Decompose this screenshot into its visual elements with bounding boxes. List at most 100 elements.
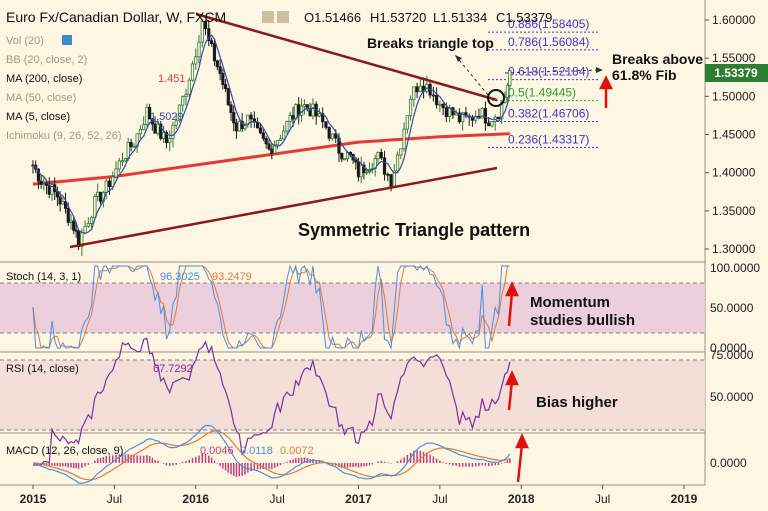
macd-label[interactable]: MACD (12, 26, close, 9) bbox=[6, 445, 123, 457]
eye-icon[interactable] bbox=[262, 11, 274, 23]
candle-body bbox=[61, 201, 65, 205]
candle-body bbox=[187, 79, 191, 95]
fib-level-label: 0.886(1.58405) bbox=[508, 17, 589, 31]
candle-body bbox=[156, 123, 160, 134]
price-axis: 1.60000 1.55000 1.50000 1.45000 1.40000 1.350… bbox=[705, 13, 756, 256]
candle-body bbox=[408, 99, 413, 117]
candle-body bbox=[415, 86, 419, 93]
candle-body bbox=[123, 158, 127, 162]
candle-body bbox=[431, 94, 435, 97]
candle-body bbox=[210, 40, 214, 44]
candle-body bbox=[376, 151, 380, 160]
eye-icon[interactable] bbox=[62, 35, 72, 45]
candle-body bbox=[258, 127, 263, 134]
stoch-d-value: 93.2479 bbox=[212, 271, 252, 283]
macd-hist-value: 0.0046 bbox=[200, 445, 234, 457]
indicator-vol[interactable]: Vol (20) bbox=[6, 35, 44, 47]
indicator-ichimoku[interactable]: Ichimoku (9, 26, 52, 26) bbox=[6, 130, 122, 142]
price-axis-label: 1.35000 bbox=[712, 204, 756, 218]
candle-body bbox=[190, 63, 195, 81]
candle-body bbox=[496, 116, 501, 120]
candle-body bbox=[405, 115, 409, 130]
candle-body bbox=[226, 88, 230, 106]
ma200-line bbox=[32, 132, 510, 186]
annotation-breaks-fib-1: Breaks above bbox=[612, 51, 703, 67]
red-arrows bbox=[505, 75, 614, 483]
oscillator-lines bbox=[32, 264, 511, 484]
candle-body bbox=[181, 96, 185, 106]
candle-body bbox=[104, 180, 108, 194]
candle-body bbox=[203, 20, 208, 30]
rsi-axis-75: 75.0000 bbox=[710, 348, 754, 362]
indicator-ma50[interactable]: MA (50, close) bbox=[6, 92, 76, 104]
candle-body bbox=[215, 60, 219, 68]
candle-body bbox=[308, 108, 312, 117]
stoch-label[interactable]: Stoch (14, 3, 1) bbox=[6, 271, 81, 283]
candle-body bbox=[379, 151, 383, 159]
time-axis-label: 2019 bbox=[671, 492, 698, 506]
macd-value: 0.0118 bbox=[240, 445, 273, 457]
candle-body bbox=[386, 173, 390, 176]
candle-body bbox=[69, 220, 73, 223]
candle-body bbox=[159, 123, 163, 139]
gear-icon[interactable] bbox=[277, 11, 289, 23]
candle-body bbox=[327, 126, 331, 139]
triangle-lower-trendline[interactable] bbox=[69, 166, 498, 249]
stoch-axis-100: 100.0000 bbox=[710, 261, 760, 275]
candle-body bbox=[480, 107, 484, 119]
candle-body bbox=[145, 107, 149, 125]
ohlc-high: H1.53720 bbox=[370, 10, 426, 25]
time-axis: 2015 Jul 2016 Jul 2017 Jul 2018 Jul 2019 bbox=[20, 485, 698, 506]
rsi-label[interactable]: RSI (14, close) bbox=[6, 363, 79, 375]
candle-body bbox=[162, 132, 166, 139]
candle-body bbox=[221, 73, 225, 85]
annotation-triangle: Symmetric Triangle pattern bbox=[298, 220, 530, 240]
ma200-polyline bbox=[32, 132, 510, 186]
time-axis-label: 2018 bbox=[508, 492, 535, 506]
annotation-momentum-2: studies bullish bbox=[530, 312, 635, 329]
header-toolbar-icons[interactable] bbox=[262, 11, 289, 23]
candle-body bbox=[89, 217, 94, 224]
indicator-ma200[interactable]: MA (200, close) bbox=[6, 73, 82, 85]
candle-body bbox=[237, 120, 241, 132]
candle-body bbox=[330, 133, 335, 139]
candle-body bbox=[438, 103, 442, 106]
fib-levels: 0.886(1.58405)0.786(1.56084)0.618(1.5218… bbox=[488, 17, 600, 148]
candle-body bbox=[171, 124, 175, 139]
price-axis-label: 1.40000 bbox=[712, 166, 756, 180]
triangle-upper-trendline[interactable] bbox=[195, 12, 498, 102]
candle-body bbox=[107, 180, 112, 187]
current-price-label: 1.53379 bbox=[714, 66, 758, 80]
candle-body bbox=[120, 160, 125, 163]
rsi-axis-50: 50.0000 bbox=[710, 390, 754, 404]
ohlc-low: L1.51334 bbox=[433, 10, 487, 25]
pointer-arrowhead bbox=[455, 55, 462, 62]
candles bbox=[31, 18, 512, 256]
indicator-ma5[interactable]: MA (5, close) bbox=[6, 111, 70, 123]
candle-body bbox=[153, 123, 157, 134]
candle-body bbox=[255, 121, 260, 129]
candle-body bbox=[359, 164, 363, 178]
candle-body bbox=[270, 148, 274, 154]
candle-body bbox=[66, 208, 70, 223]
candle-body bbox=[47, 184, 51, 195]
candle-body bbox=[508, 70, 512, 86]
price-axis-label: 1.30000 bbox=[712, 242, 756, 256]
candle-body bbox=[44, 183, 49, 186]
time-axis-label: 2016 bbox=[182, 492, 209, 506]
indicator-bb[interactable]: BB (20, close, 2) bbox=[6, 54, 87, 66]
candle-body bbox=[96, 191, 100, 197]
candle-body bbox=[264, 137, 268, 145]
macd-axis-0: 0.0000 bbox=[710, 456, 747, 470]
candle-body bbox=[382, 157, 387, 175]
candle-body bbox=[207, 28, 211, 42]
candle-body bbox=[505, 84, 510, 98]
candle-body bbox=[317, 113, 322, 117]
fib-level-label: 0.786(1.56084) bbox=[508, 35, 589, 49]
candle-body bbox=[177, 104, 182, 122]
stoch-k-line bbox=[32, 264, 510, 350]
annotation-bias: Bias higher bbox=[536, 394, 618, 411]
candle-body bbox=[395, 154, 400, 172]
rsi-value: 67.7292 bbox=[153, 363, 193, 375]
price-axis-label: 1.60000 bbox=[712, 13, 756, 27]
